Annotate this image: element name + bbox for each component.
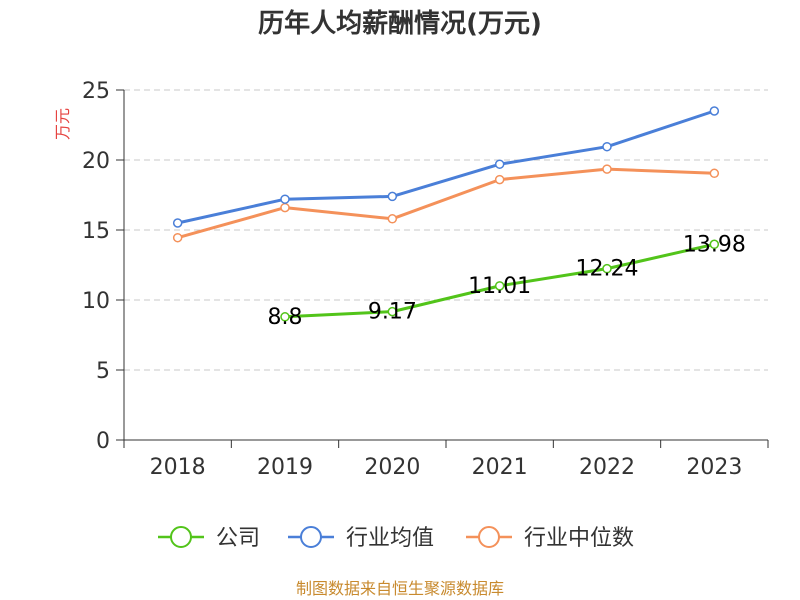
legend-marker — [478, 526, 500, 548]
data-point — [280, 202, 290, 213]
data-label: 8.8 — [268, 305, 303, 330]
x-tick-label: 2022 — [579, 455, 635, 480]
data-label: 13.98 — [683, 232, 746, 257]
axes: 0 5 10 15 20 25 2018 2019 2020 2021 2022 2023 — [82, 79, 769, 480]
legend: 公司 行业均值 行业中位数 — [158, 526, 634, 551]
y-axis-label: 万元 — [53, 108, 72, 140]
data-point — [387, 306, 398, 317]
source-note: 制图数据来自恒生聚源数据库 — [296, 579, 504, 598]
data-point — [494, 159, 505, 169]
legend-marker — [170, 526, 192, 548]
data-label: 11.01 — [468, 274, 531, 299]
data-point — [387, 191, 398, 202]
data-point — [280, 312, 290, 322]
data-point — [280, 194, 290, 204]
y-tick-label: 20 — [82, 149, 110, 174]
data-labels: 8.8 9.17 11.01 12.24 13.98 — [268, 232, 746, 330]
data-label: 12.24 — [576, 257, 639, 282]
legend-label: 行业中位数 — [524, 526, 634, 551]
data-point — [709, 106, 720, 116]
data-point — [709, 239, 720, 250]
data-point — [602, 141, 612, 152]
series-layer — [172, 106, 720, 322]
legend-marker — [300, 526, 322, 548]
x-tick-label: 2023 — [686, 455, 742, 480]
legend-label: 行业均值 — [346, 526, 434, 551]
data-point — [602, 164, 612, 174]
data-point — [494, 281, 505, 291]
data-point — [494, 174, 505, 185]
data-point — [709, 168, 720, 179]
data-point — [602, 263, 612, 274]
series-line-3 — [177, 167, 715, 240]
gridlines — [124, 89, 768, 371]
x-tick-label: 2019 — [257, 455, 313, 480]
y-tick-label: 10 — [82, 289, 110, 314]
data-point — [172, 232, 183, 243]
y-tick-label: 5 — [96, 359, 110, 384]
x-tick-label: 2018 — [150, 455, 206, 480]
series-line-2 — [177, 109, 715, 225]
data-label: 9.17 — [368, 300, 417, 325]
y-tick-label: 25 — [82, 79, 110, 104]
y-tick-label: 0 — [96, 429, 110, 454]
legend-label: 公司 — [216, 526, 260, 551]
data-point — [172, 218, 183, 228]
data-point — [387, 214, 398, 224]
chart-title: 历年人均薪酬情况(万元) — [258, 8, 542, 39]
y-tick-label: 15 — [82, 219, 110, 244]
x-tick-label: 2021 — [472, 455, 528, 480]
x-tick-label: 2020 — [364, 455, 420, 480]
